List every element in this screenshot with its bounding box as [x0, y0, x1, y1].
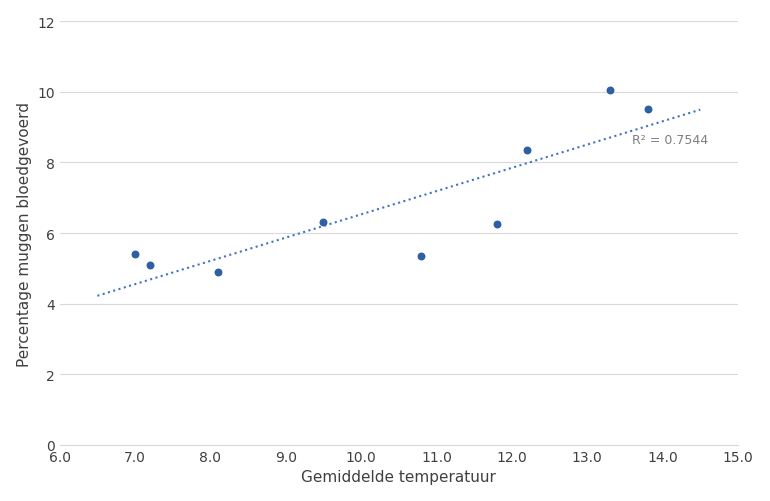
Point [604, 87, 616, 95]
Point [317, 219, 330, 227]
Point [129, 250, 141, 259]
Point [490, 221, 503, 229]
Point [212, 269, 224, 277]
Point [415, 253, 427, 261]
Point [521, 147, 533, 155]
Text: R² = 0.7544: R² = 0.7544 [632, 134, 708, 147]
Y-axis label: Percentage muggen bloedgevoerd: Percentage muggen bloedgevoerd [17, 101, 32, 366]
Point [641, 106, 654, 114]
X-axis label: Gemiddelde temperatuur: Gemiddelde temperatuur [301, 469, 497, 484]
Point [144, 262, 156, 270]
